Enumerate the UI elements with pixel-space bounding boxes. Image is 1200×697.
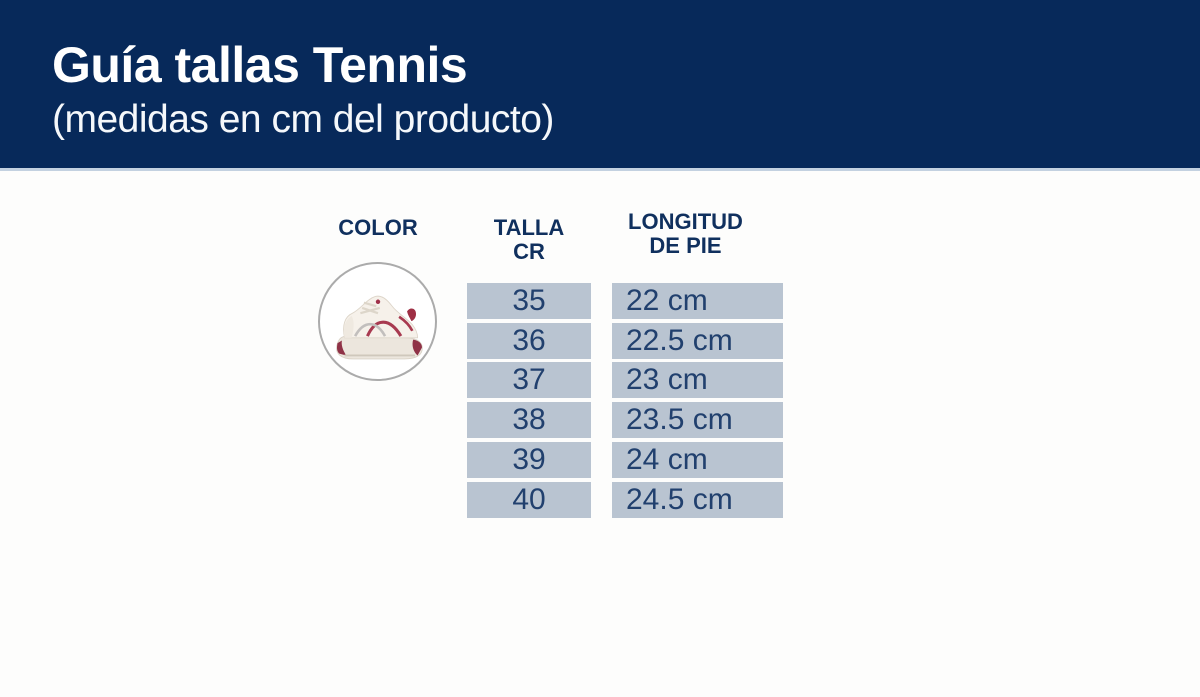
length-cell: 22.5 cm [612,323,783,359]
size-cell: 37 [467,362,591,398]
length-cell: 24 cm [612,442,783,478]
product-photo-circle [318,262,437,381]
length-cell: 23 cm [612,362,783,398]
page-title: Guía tallas Tennis [52,37,468,93]
length-cell: 24.5 cm [612,482,783,518]
length-cell: 23.5 cm [612,402,783,438]
length-cell: 22 cm [612,283,783,319]
header-band: Guía tallas Tennis (medidas en cm del pr… [0,0,1200,171]
size-cell: 40 [467,482,591,518]
column-header-color: COLOR [338,215,418,240]
size-cell: 39 [467,442,591,478]
size-cell: 36 [467,323,591,359]
size-cell: 35 [467,283,591,319]
page-subtitle: (medidas en cm del producto) [52,98,554,141]
sneaker-image [335,295,423,359]
column-header-talla-cr: TALLA CR [493,215,565,264]
size-cell: 38 [467,402,591,438]
column-header-longitud-de-pie: LONGITUD DE PIE [628,209,743,258]
